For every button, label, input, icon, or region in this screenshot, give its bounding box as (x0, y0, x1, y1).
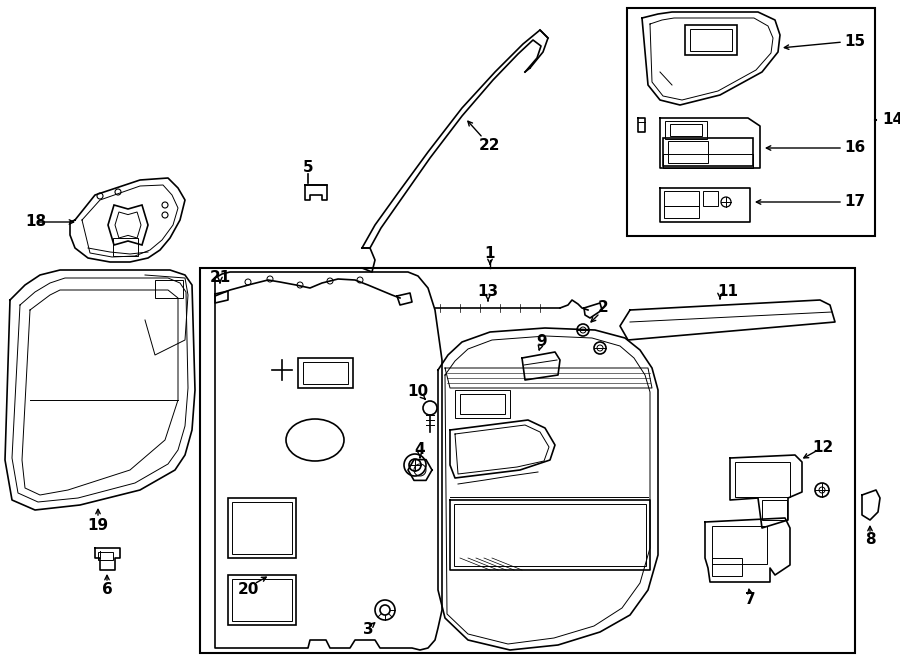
Bar (455, 390, 510, 418)
Text: 1: 1 (485, 247, 495, 262)
Bar (232, 579, 292, 621)
Bar (712, 558, 742, 576)
Bar (712, 526, 767, 564)
Text: 11: 11 (717, 284, 739, 299)
Bar (232, 502, 292, 554)
Text: 22: 22 (479, 137, 500, 153)
Text: 6: 6 (102, 582, 112, 598)
Text: 19: 19 (87, 518, 109, 533)
Text: 13: 13 (477, 284, 499, 299)
Text: 7: 7 (744, 592, 755, 607)
Text: 10: 10 (408, 385, 428, 399)
Bar (735, 462, 790, 497)
Bar (627, 8, 875, 236)
Bar (668, 141, 708, 163)
Text: 21: 21 (210, 270, 230, 286)
Bar (670, 124, 702, 136)
Bar (228, 498, 296, 558)
Text: 20: 20 (238, 582, 258, 598)
Text: 16: 16 (844, 141, 865, 155)
Bar (228, 575, 296, 625)
Bar (664, 191, 699, 206)
Bar (663, 138, 753, 166)
Text: 18: 18 (25, 215, 47, 229)
Bar (98, 552, 113, 560)
Bar (762, 500, 787, 520)
Bar (200, 268, 855, 653)
Bar (664, 206, 699, 218)
Text: 15: 15 (844, 34, 865, 50)
Text: 14: 14 (882, 112, 900, 128)
Bar (298, 358, 353, 388)
Bar (690, 29, 732, 51)
Text: 4: 4 (415, 442, 426, 457)
Text: 3: 3 (363, 623, 374, 637)
Bar (113, 238, 138, 256)
Text: 5: 5 (302, 159, 313, 175)
Bar (155, 280, 183, 298)
Text: 2: 2 (598, 301, 608, 315)
Bar (303, 362, 348, 384)
Text: 17: 17 (844, 194, 865, 210)
Bar (460, 394, 505, 414)
Bar (703, 191, 718, 206)
Bar (454, 504, 646, 566)
Text: 9: 9 (536, 334, 547, 350)
Bar (685, 25, 737, 55)
Text: 8: 8 (865, 533, 876, 547)
Bar (663, 154, 753, 168)
Bar (665, 121, 707, 139)
Text: 12: 12 (812, 440, 833, 455)
